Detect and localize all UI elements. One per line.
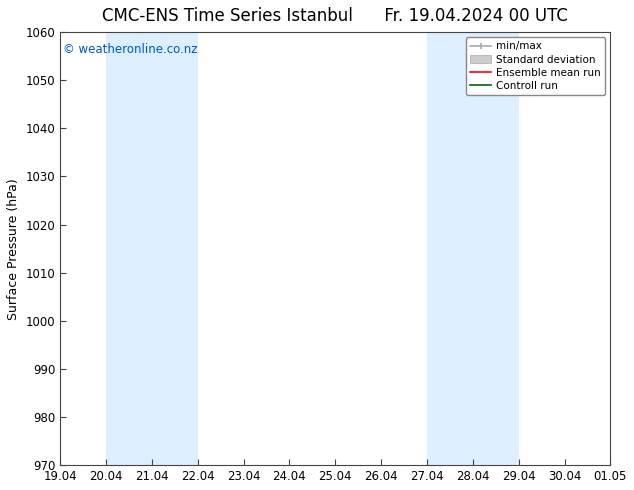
Title: CMC-ENS Time Series Istanbul      Fr. 19.04.2024 00 UTC: CMC-ENS Time Series Istanbul Fr. 19.04.2… <box>102 7 568 25</box>
Y-axis label: Surface Pressure (hPa): Surface Pressure (hPa) <box>7 178 20 319</box>
Legend: min/max, Standard deviation, Ensemble mean run, Controll run: min/max, Standard deviation, Ensemble me… <box>466 37 605 95</box>
Bar <box>106 32 198 465</box>
Bar <box>427 32 519 465</box>
Text: © weatheronline.co.nz: © weatheronline.co.nz <box>63 43 197 56</box>
